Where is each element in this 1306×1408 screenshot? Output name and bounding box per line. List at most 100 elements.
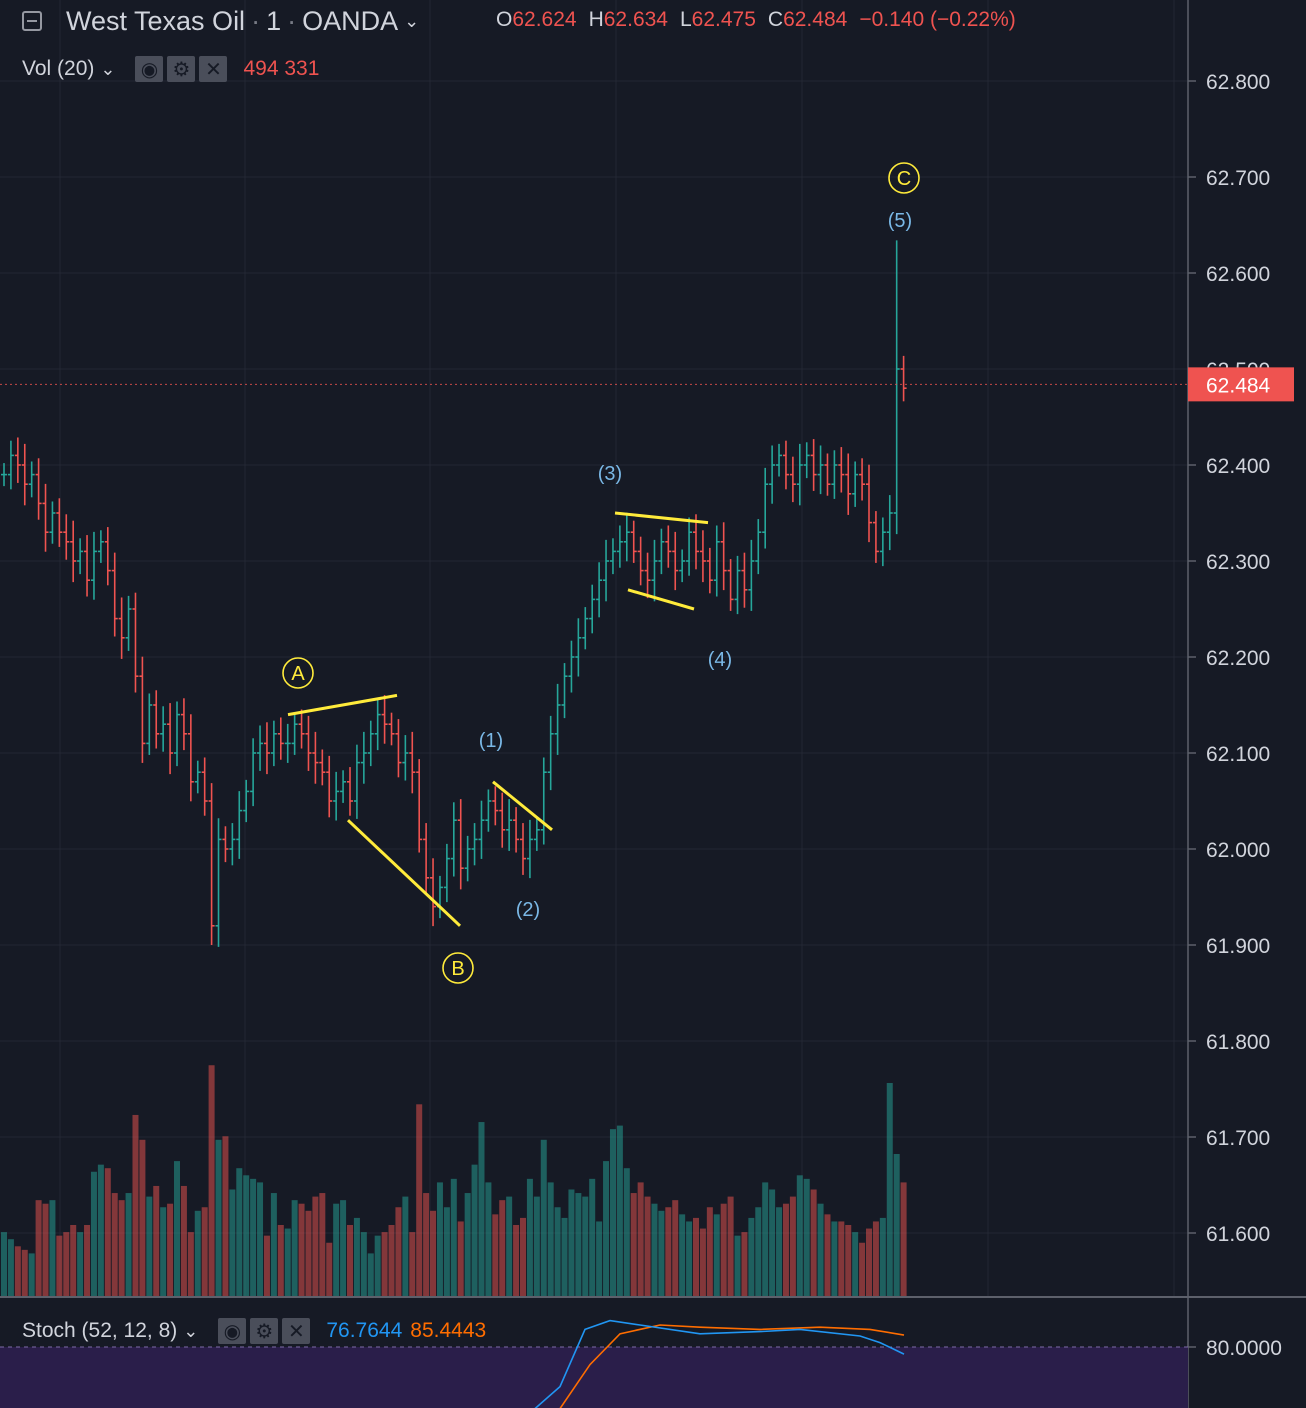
price-bar: [374, 698, 381, 751]
volume-bar: [485, 1182, 492, 1296]
stoch-k-line: [534, 1319, 905, 1408]
price-bar: [104, 527, 111, 586]
price-bar: [506, 799, 513, 851]
chevron-down-icon[interactable]: ⌄: [100, 58, 116, 79]
eye-icon[interactable]: ◉: [218, 1318, 247, 1344]
eye-icon[interactable]: ◉: [135, 56, 164, 82]
volume-bar: [665, 1207, 672, 1296]
volume-bar: [326, 1242, 333, 1296]
price-bar: [236, 791, 243, 859]
volume-bar: [1, 1232, 7, 1296]
price-bar: [167, 703, 174, 775]
volume-bar: [409, 1232, 416, 1296]
volume-bar: [430, 1210, 437, 1296]
price-bar: [658, 528, 665, 575]
trendlines[interactable]: [287, 511, 709, 927]
price-bar: [838, 447, 845, 493]
source-label[interactable]: OANDA: [302, 5, 399, 36]
gear-icon[interactable]: ⚙: [250, 1318, 279, 1344]
price-bar: [734, 555, 741, 615]
price-bar: [450, 802, 457, 877]
volume-bar: [478, 1122, 485, 1296]
volume-bar: [713, 1214, 720, 1296]
price-bar: [616, 525, 623, 568]
price-bar: [270, 720, 277, 767]
price-bar: [637, 536, 644, 586]
high-key: H: [588, 8, 604, 31]
wave-labels[interactable]: A B C (1) (2) (3) (4) (5): [282, 162, 920, 984]
volume-label[interactable]: Vol (20): [22, 57, 95, 80]
price-bar: [70, 520, 77, 583]
volume-bar: [852, 1232, 859, 1296]
symbol-name[interactable]: West Texas Oil: [66, 5, 246, 36]
price-bars[interactable]: [0, 240, 1188, 947]
price-bar: [665, 525, 672, 568]
volume-bar: [658, 1210, 665, 1296]
volume-bar: [782, 1203, 789, 1296]
symbol-header[interactable]: West Texas Oil · 1 · OANDA ⌄: [22, 4, 419, 38]
volume-bar: [886, 1083, 893, 1296]
price-bar: [526, 819, 533, 879]
volume-bar: [7, 1239, 14, 1296]
volume-bar: [755, 1207, 762, 1296]
volume-bar: [803, 1178, 810, 1296]
stoch-legend[interactable]: Stoch (52, 12, 8) ⌄ ◉ ⚙ ✕ 76.7644 85.444…: [22, 1316, 486, 1346]
volume-bar: [201, 1207, 208, 1296]
volume-bar: [298, 1203, 305, 1296]
volume-bar: [118, 1200, 125, 1296]
close-icon[interactable]: ✕: [199, 56, 228, 82]
last-price-badge: [1188, 367, 1294, 402]
stoch-label[interactable]: Stoch (52, 12, 8): [22, 1319, 178, 1342]
volume-bar: [353, 1217, 360, 1296]
volume-legend[interactable]: Vol (20) ⌄ ◉ ⚙ ✕ 494 331: [22, 54, 319, 84]
last-price-label: 62.484: [1206, 374, 1271, 397]
price-bar: [395, 719, 402, 778]
volume-bar: [284, 1228, 291, 1296]
price-bar: [388, 712, 395, 746]
volume-bar: [769, 1189, 776, 1296]
volume-bar: [21, 1249, 28, 1296]
volume-bar: [679, 1214, 686, 1296]
price-bar: [215, 818, 222, 947]
volume-bar: [526, 1178, 533, 1296]
volume-bar: [741, 1232, 748, 1296]
volume-bar: [215, 1139, 222, 1296]
interval-label[interactable]: 1: [266, 5, 282, 36]
price-bar: [97, 530, 104, 563]
volume-bar: [796, 1175, 803, 1296]
volume-bar: [866, 1228, 872, 1296]
price-bar: [201, 757, 208, 816]
gear-icon[interactable]: ⚙: [167, 56, 196, 82]
stoch-pane[interactable]: 80.0000: [0, 1319, 1282, 1408]
price-tick-label: 61.900: [1206, 935, 1270, 958]
close-icon[interactable]: ✕: [282, 1318, 311, 1344]
price-bar: [499, 792, 506, 848]
collapse-icon[interactable]: [22, 11, 42, 31]
price-bar: [21, 443, 28, 506]
price-bar: [824, 453, 831, 496]
volume-bar: [831, 1221, 838, 1296]
price-bar: [782, 440, 789, 490]
volume-bar: [90, 1171, 97, 1296]
price-bar: [1, 463, 7, 487]
volume-bar: [132, 1114, 139, 1296]
volume-bar: [97, 1164, 104, 1296]
volume-bar: [381, 1232, 388, 1296]
price-bar: [312, 731, 319, 784]
volume-bar: [160, 1207, 167, 1296]
volume-bar: [879, 1217, 886, 1296]
volume-bar: [340, 1200, 347, 1296]
wave-label: A: [291, 663, 305, 685]
price-bar: [644, 552, 651, 599]
volume-bar: [104, 1168, 111, 1296]
volume-bar: [686, 1221, 693, 1296]
price-tick-label: 62.100: [1206, 743, 1270, 766]
volume-bar: [84, 1225, 91, 1296]
volume-bar: [450, 1178, 457, 1296]
chevron-down-icon[interactable]: ⌄: [183, 1320, 199, 1341]
volume-bar: [194, 1210, 201, 1296]
chevron-down-icon[interactable]: ⌄: [404, 10, 420, 31]
price-bar: [623, 512, 630, 562]
